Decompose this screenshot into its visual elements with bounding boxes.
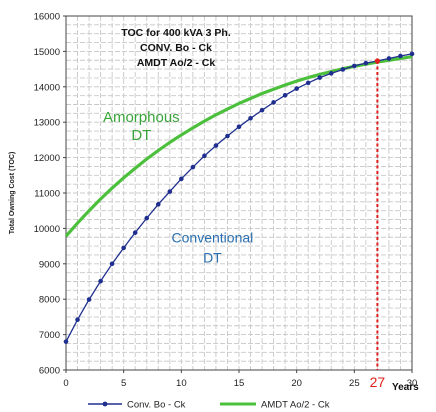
data-point-conv	[75, 317, 80, 323]
y-tick-label: 12000	[34, 153, 60, 164]
data-point-conv	[179, 176, 184, 182]
data-point-conv	[363, 60, 369, 66]
data-point-conv	[398, 53, 403, 59]
data-point-conv	[271, 100, 276, 105]
data-point-conv	[109, 261, 115, 267]
crossover-marker	[374, 58, 380, 64]
data-point-conv	[294, 86, 299, 91]
data-point-conv	[352, 63, 357, 69]
y-tick-label: 11000	[34, 189, 60, 200]
data-point-conv	[86, 297, 92, 302]
data-point-conv	[144, 215, 150, 221]
data-point-conv	[328, 71, 334, 76]
y-tick-label: 7000	[39, 330, 60, 341]
x-tick-label: 20	[291, 378, 302, 389]
x-axis-label: Years	[392, 382, 419, 393]
data-point-conv	[98, 278, 103, 284]
chart-title-block: TOC for 400 kVA 3 Ph. CONV. Bo - Ck AMDT…	[121, 27, 231, 69]
x-tick-label: 10	[176, 378, 187, 389]
y-tick-label: 16000	[34, 12, 60, 23]
y-tick-label: 15000	[34, 47, 60, 58]
x-tick-label: 25	[349, 378, 360, 389]
data-point-conv	[213, 143, 219, 148]
y-tick-label: 14000	[34, 82, 60, 93]
annotation-conventional-line-1: Conventional	[172, 230, 254, 246]
data-point-conv	[202, 153, 207, 159]
legend-label-conv: Conv. Bo - Ck	[127, 400, 186, 411]
data-point-conv	[132, 230, 138, 235]
data-point-conv	[317, 75, 323, 80]
data-point-conv	[282, 92, 288, 98]
y-tick-label: 6000	[39, 366, 60, 377]
chart-title-line-1: TOC for 400 kVA 3 Ph.	[121, 27, 231, 39]
data-point-conv	[121, 245, 126, 251]
data-point-conv	[236, 124, 242, 130]
data-point-conv	[259, 107, 265, 113]
y-tick-label: 8000	[39, 295, 60, 306]
x-tick-label: 0	[63, 378, 68, 389]
data-point-conv	[409, 51, 415, 57]
x-tick-label: 30	[407, 378, 418, 389]
y-tick-label: 13000	[34, 118, 60, 129]
legend-item-amdt: AMDT Ao/2 - Ck	[220, 400, 330, 411]
legend-label-amdt: AMDT Ao/2 - Ck	[261, 400, 330, 411]
y-axis-label: Total Owning Cost (TOC)	[9, 152, 16, 235]
data-point-conv	[305, 80, 311, 86]
data-point-conv	[155, 202, 161, 207]
crossover-label: 27	[370, 374, 386, 390]
legend: Conv. Bo - Ck AMDT Ao/2 - Ck	[88, 400, 330, 411]
legend-marker-conv	[102, 401, 108, 407]
annotation-amorphous-line-1: Amorphous	[103, 109, 180, 126]
data-point-conv	[248, 116, 253, 121]
data-point-conv	[225, 133, 230, 139]
y-tick-label: 9000	[39, 259, 60, 270]
chart-grid	[65, 15, 413, 371]
series-layer	[63, 51, 415, 344]
y-tick-label: 10000	[34, 224, 60, 235]
data-point-conv	[190, 164, 196, 170]
legend-item-conv: Conv. Bo - Ck	[88, 400, 186, 411]
x-tick-label: 5	[121, 378, 126, 389]
annotation-amorphous-line-2: DT	[131, 127, 151, 144]
chart-title-line-3: AMDT Ao/2 - Ck	[137, 57, 216, 69]
data-point-conv	[386, 56, 392, 61]
data-point-conv	[167, 189, 173, 194]
annotation-conventional-line-2: DT	[203, 250, 222, 266]
data-point-conv	[340, 67, 346, 72]
chart-title-line-2: CONV. Bo - Ck	[140, 42, 212, 54]
x-tick-label: 15	[234, 378, 245, 389]
y-axis-ticks: 6000 7000 8000 9000 10000 11000 12000 13000 1400…	[34, 12, 66, 377]
annotations: Amorphous DT Conventional DT	[103, 109, 253, 265]
x-axis-ticks: 0 5 10 15 20 25 30	[63, 370, 417, 389]
data-point-conv	[63, 339, 69, 344]
